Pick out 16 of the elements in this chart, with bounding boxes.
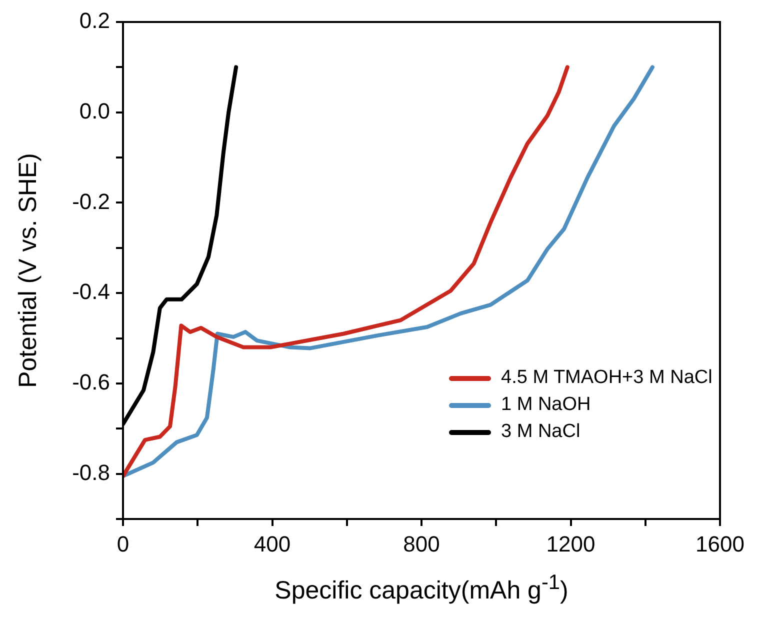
y-tick-label: -0.8 xyxy=(72,460,110,485)
x-tick-label: 800 xyxy=(403,531,440,556)
x-tick-label: 0 xyxy=(116,531,130,556)
y-tick-label: 0.2 xyxy=(79,8,110,34)
x-axis-title: Specific capacity(mAh g$^{-1}$) xyxy=(274,571,570,606)
y-tick-label: -0.2 xyxy=(72,188,110,214)
y-axis-title: Potential (V vs. SHE) xyxy=(14,153,43,388)
legend-label: 4.5 M TMAOH+3 M NaCl xyxy=(501,367,712,390)
y-tick-label: 0.0 xyxy=(79,98,110,124)
y-tick-label: -0.4 xyxy=(72,279,110,304)
x-tick-label: 1200 xyxy=(546,531,596,556)
legend-label: 3 M NaCl xyxy=(501,421,580,444)
x-tick-label: 400 xyxy=(254,531,291,556)
x-tick-label: 1600 xyxy=(696,531,744,556)
legend-label: 1 M NaOH xyxy=(501,394,591,416)
y-tick-label: -0.6 xyxy=(72,370,110,395)
